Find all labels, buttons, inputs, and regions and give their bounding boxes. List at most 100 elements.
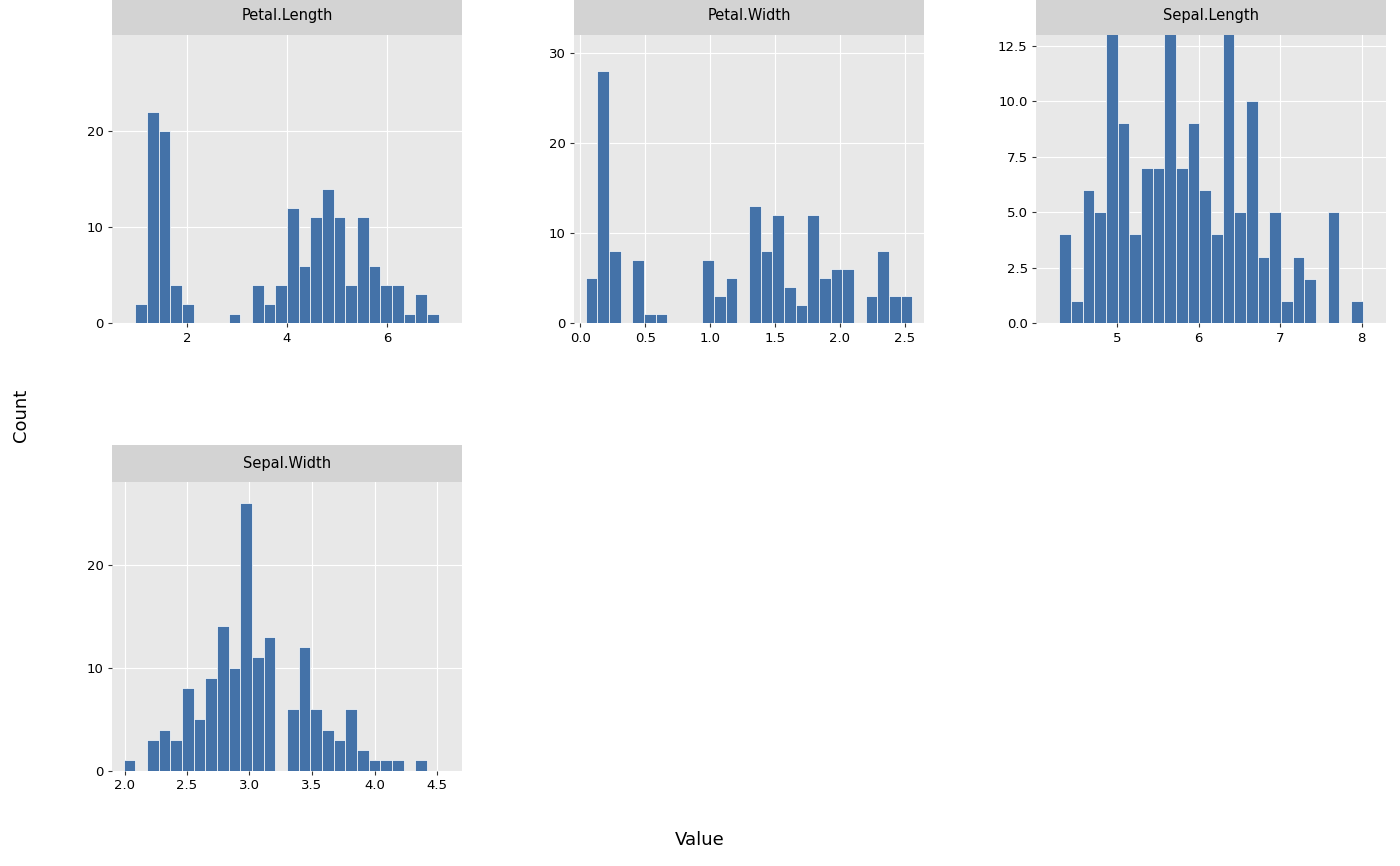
Bar — [1327, 212, 1340, 323]
Bar — [276, 285, 287, 323]
Bar — [228, 668, 241, 771]
Bar — [655, 314, 668, 323]
Bar — [1060, 235, 1071, 323]
Bar — [889, 296, 900, 323]
Bar — [1152, 168, 1165, 323]
Bar — [865, 296, 878, 323]
Bar — [703, 260, 714, 323]
Bar — [1235, 212, 1246, 323]
Bar — [1071, 301, 1082, 323]
Bar — [1200, 190, 1211, 323]
Bar — [900, 296, 913, 323]
Bar — [346, 285, 357, 323]
Bar — [1141, 168, 1152, 323]
Bar — [171, 285, 182, 323]
Bar — [1165, 12, 1176, 323]
Text: Count: Count — [13, 389, 29, 443]
Bar — [298, 647, 311, 771]
Bar — [123, 760, 136, 771]
Bar — [182, 688, 193, 771]
Bar — [1351, 301, 1362, 323]
Bar — [1246, 101, 1257, 323]
FancyBboxPatch shape — [112, 444, 462, 482]
Bar — [392, 760, 403, 771]
Bar — [147, 740, 158, 771]
Bar — [368, 760, 381, 771]
Bar — [206, 678, 217, 771]
Bar — [725, 278, 738, 323]
Bar — [795, 306, 808, 323]
Bar — [416, 760, 427, 771]
Bar — [252, 285, 263, 323]
Bar — [819, 278, 830, 323]
Bar — [182, 304, 193, 323]
Bar — [381, 285, 392, 323]
Bar — [773, 215, 784, 323]
Bar — [1292, 256, 1305, 323]
Bar — [808, 215, 819, 323]
Bar — [263, 637, 276, 771]
Bar — [1281, 301, 1292, 323]
Bar — [1270, 212, 1281, 323]
Bar — [381, 760, 392, 771]
Bar — [1176, 168, 1187, 323]
Text: Petal.Length: Petal.Length — [241, 9, 333, 23]
Bar — [1117, 124, 1130, 323]
Bar — [217, 626, 228, 771]
Bar — [1082, 190, 1095, 323]
Bar — [714, 296, 725, 323]
Bar — [760, 251, 773, 323]
Bar — [333, 217, 346, 323]
Bar — [158, 131, 171, 323]
Bar — [1305, 279, 1316, 323]
Bar — [228, 313, 241, 323]
Bar — [298, 266, 311, 323]
Bar — [311, 709, 322, 771]
Bar — [784, 288, 795, 323]
FancyBboxPatch shape — [1036, 0, 1386, 35]
Bar — [241, 502, 252, 771]
Bar — [311, 217, 322, 323]
Bar — [147, 112, 158, 323]
FancyBboxPatch shape — [112, 0, 462, 35]
Bar — [1222, 0, 1235, 323]
Bar — [644, 314, 655, 323]
Bar — [1187, 124, 1200, 323]
Bar — [193, 719, 206, 771]
Bar — [171, 740, 182, 771]
Bar — [263, 304, 276, 323]
Bar — [1106, 0, 1117, 323]
Text: Petal.Width: Petal.Width — [707, 9, 791, 23]
Bar — [427, 313, 438, 323]
Bar — [1211, 235, 1222, 323]
Bar — [598, 71, 609, 323]
Bar — [843, 269, 854, 323]
Bar — [585, 278, 598, 323]
Bar — [749, 206, 760, 323]
Bar — [322, 729, 333, 771]
Bar — [609, 251, 620, 323]
Bar — [287, 208, 298, 323]
FancyBboxPatch shape — [574, 0, 924, 35]
Bar — [357, 217, 368, 323]
Bar — [333, 740, 346, 771]
Bar — [403, 313, 416, 323]
Bar — [392, 285, 403, 323]
Bar — [878, 251, 889, 323]
Bar — [287, 709, 298, 771]
Bar — [1095, 212, 1106, 323]
Bar — [1130, 235, 1141, 323]
Bar — [416, 294, 427, 323]
Bar — [1257, 256, 1270, 323]
Bar — [346, 709, 357, 771]
Bar — [633, 260, 644, 323]
Text: Value: Value — [675, 831, 725, 849]
Bar — [368, 266, 381, 323]
Bar — [322, 189, 333, 323]
Bar — [158, 729, 171, 771]
Bar — [136, 304, 147, 323]
Bar — [830, 269, 843, 323]
Bar — [252, 657, 263, 771]
Text: Sepal.Length: Sepal.Length — [1163, 9, 1259, 23]
Text: Sepal.Width: Sepal.Width — [244, 456, 330, 471]
